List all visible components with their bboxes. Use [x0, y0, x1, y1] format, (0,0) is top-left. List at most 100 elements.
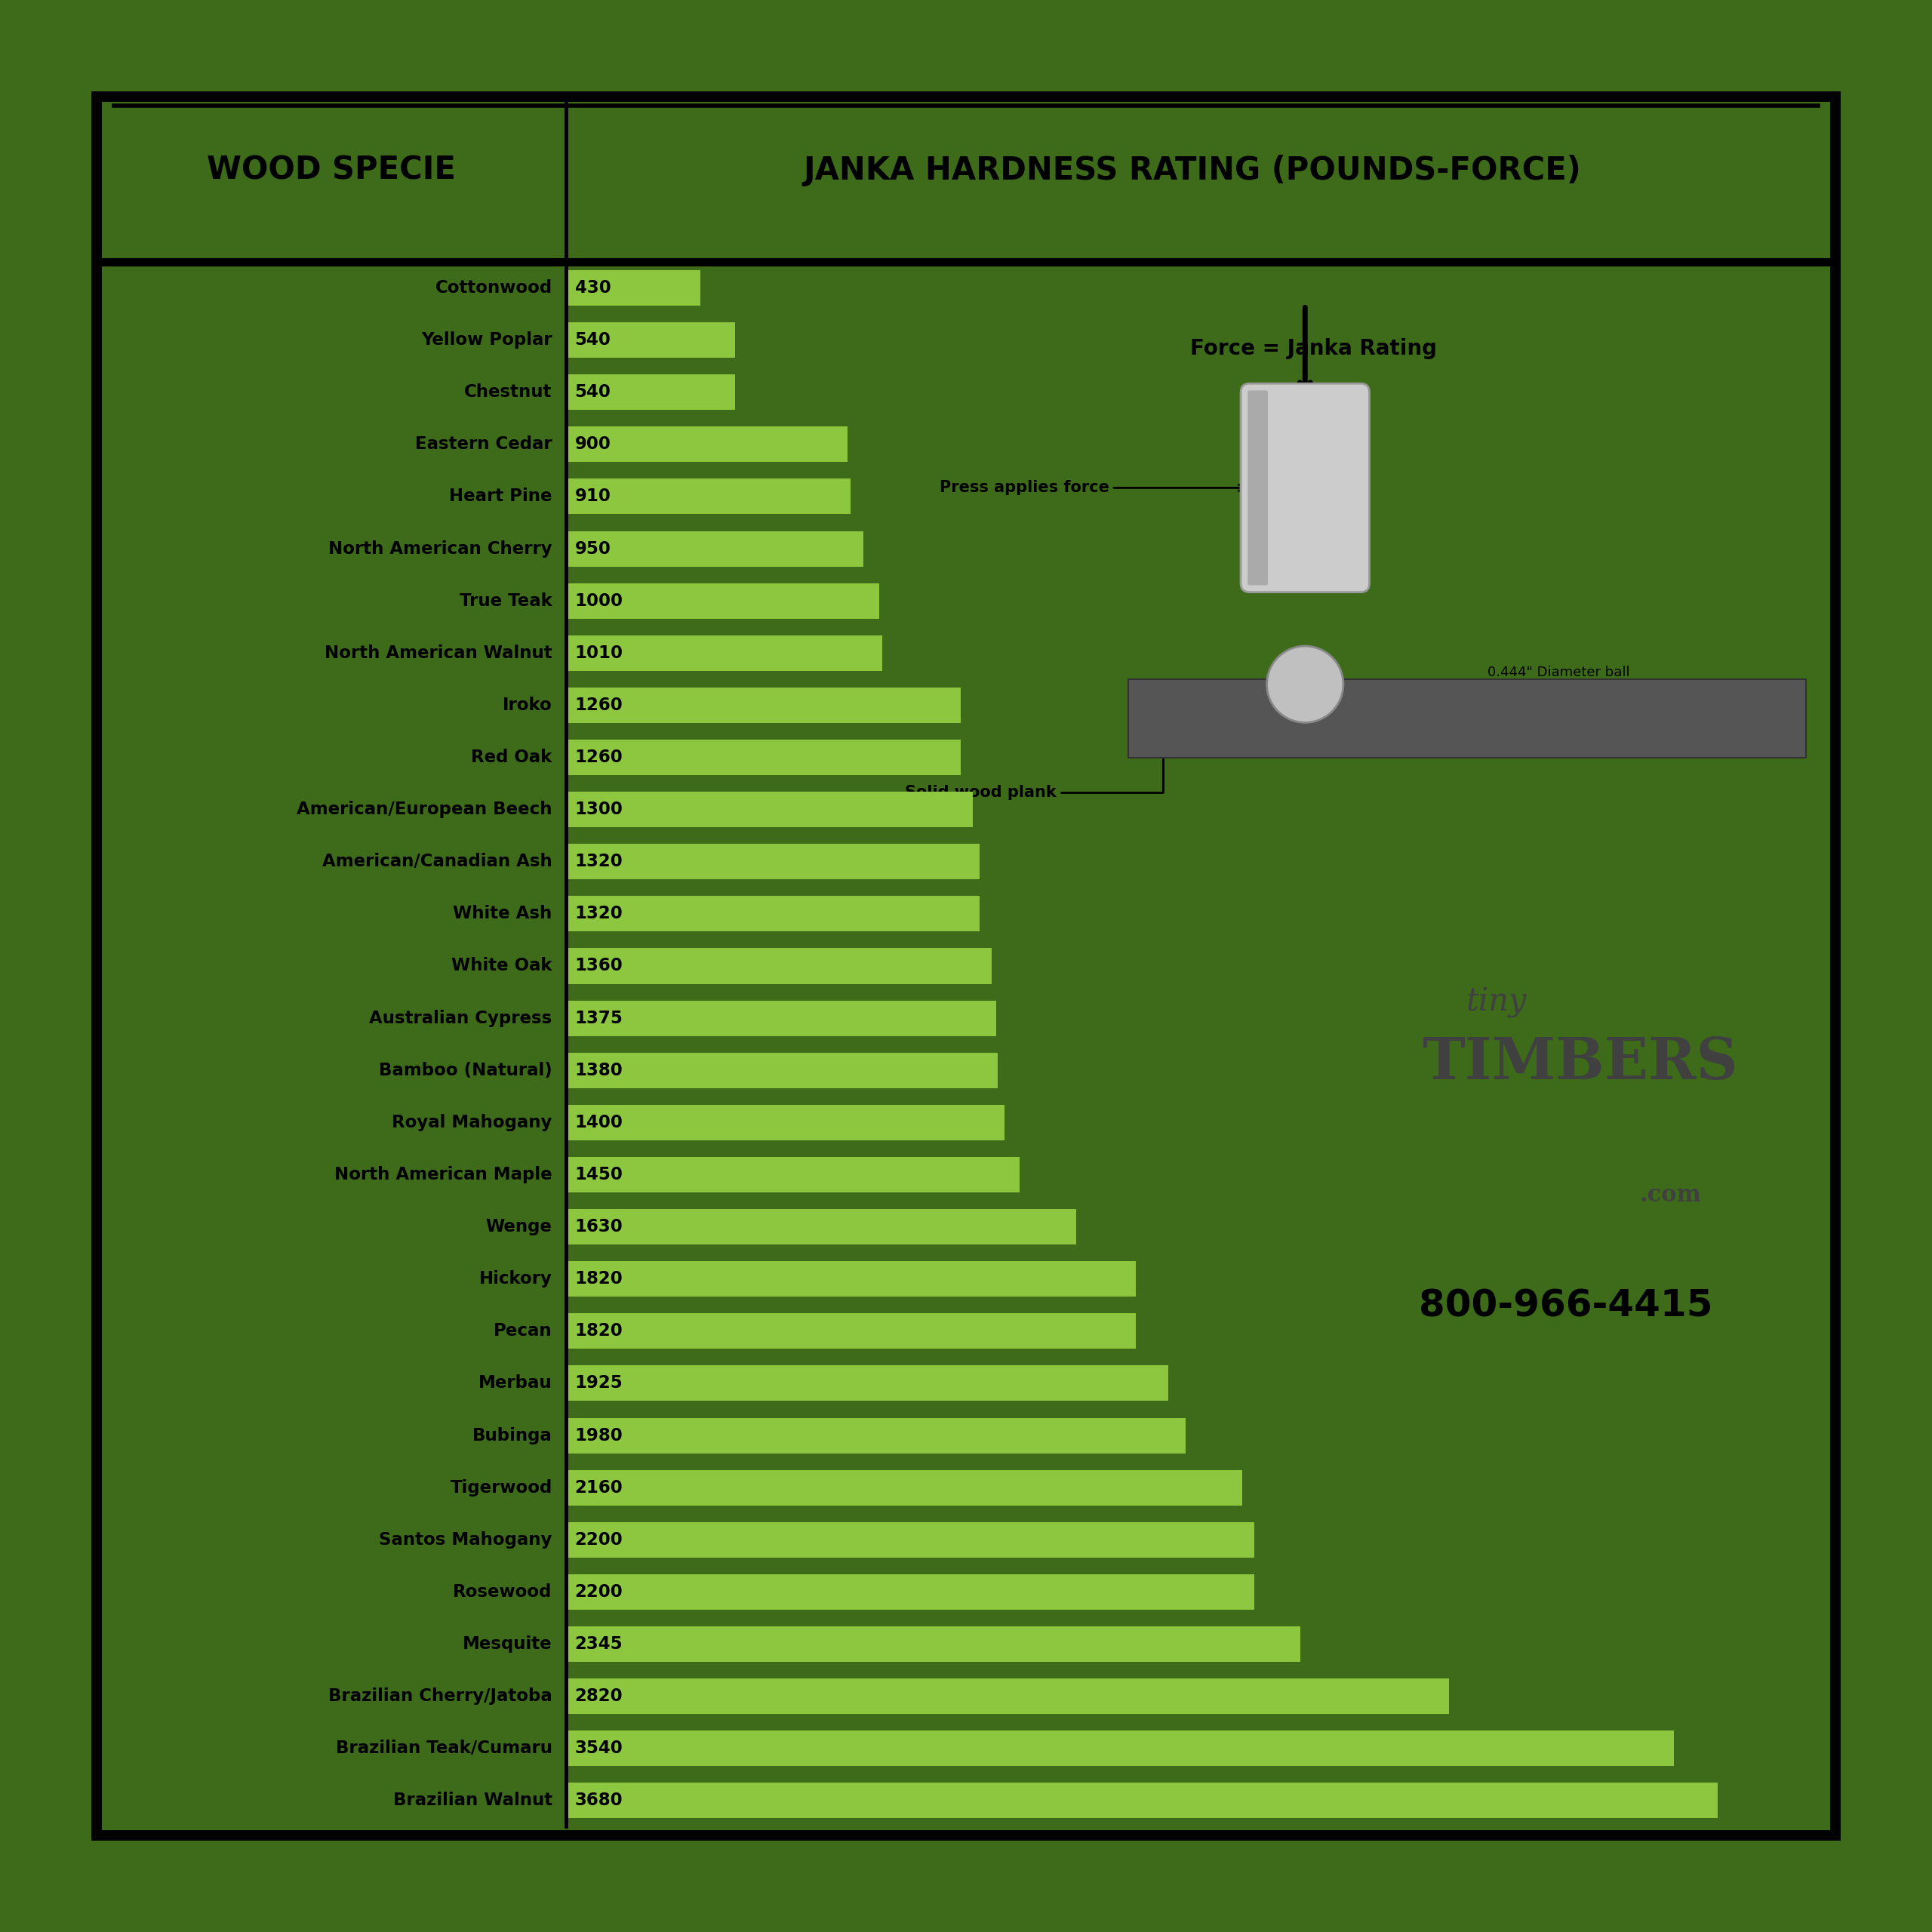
Text: Rosewood: Rosewood: [452, 1584, 553, 1600]
Text: White Ash: White Ash: [454, 906, 553, 922]
Bar: [566, 1157, 1020, 1192]
Text: Tigerwood: Tigerwood: [450, 1480, 553, 1495]
Text: Chestnut: Chestnut: [464, 384, 553, 400]
Bar: [566, 1209, 1076, 1244]
Bar: [566, 1679, 1449, 1714]
Text: TIMBERS: TIMBERS: [1422, 1036, 1737, 1092]
FancyBboxPatch shape: [1240, 383, 1370, 591]
Text: .com: .com: [1640, 1182, 1700, 1208]
Text: North American Maple: North American Maple: [334, 1167, 553, 1182]
Text: 1010: 1010: [576, 645, 622, 661]
Text: True Teak: True Teak: [460, 593, 553, 609]
Text: Yellow Poplar: Yellow Poplar: [421, 332, 553, 348]
Text: 3680: 3680: [576, 1793, 622, 1808]
Text: WOOD SPECIE: WOOD SPECIE: [207, 155, 456, 185]
Text: 0.444" Diameter ball
pressed halfway into
wood plank: 0.444" Diameter ball pressed halfway int…: [1488, 665, 1631, 711]
Text: Santos Mahogany: Santos Mahogany: [379, 1532, 553, 1548]
Ellipse shape: [1267, 645, 1343, 723]
Bar: [566, 1001, 997, 1036]
Text: 1360: 1360: [576, 958, 622, 974]
Text: 540: 540: [576, 332, 611, 348]
Text: Brazilian Teak/Cumaru: Brazilian Teak/Cumaru: [336, 1741, 553, 1756]
Text: Wenge: Wenge: [485, 1219, 553, 1235]
Text: 2200: 2200: [576, 1532, 622, 1548]
Text: 3540: 3540: [576, 1741, 622, 1756]
Bar: [566, 1522, 1254, 1557]
Text: Hickory: Hickory: [479, 1271, 553, 1287]
Text: 1260: 1260: [576, 697, 622, 713]
Text: 2345: 2345: [576, 1636, 622, 1652]
Text: 1300: 1300: [576, 802, 622, 817]
Text: North American Walnut: North American Walnut: [325, 645, 553, 661]
Bar: [566, 583, 879, 618]
Text: Solid wood plank: Solid wood plank: [906, 723, 1167, 800]
Text: Bubinga: Bubinga: [471, 1428, 553, 1443]
Bar: [566, 1731, 1673, 1766]
Text: Brazilian Walnut: Brazilian Walnut: [392, 1793, 553, 1808]
Bar: [566, 896, 980, 931]
Text: 900: 900: [576, 437, 611, 452]
Bar: [566, 1627, 1300, 1662]
Text: 540: 540: [576, 384, 611, 400]
Bar: [566, 270, 701, 305]
Bar: [566, 323, 734, 357]
Bar: [566, 1314, 1136, 1349]
Text: 1400: 1400: [576, 1115, 622, 1130]
Bar: [566, 479, 850, 514]
Text: 1820: 1820: [576, 1323, 622, 1339]
Text: Iroko: Iroko: [502, 697, 553, 713]
Bar: [566, 1470, 1242, 1505]
Text: 1380: 1380: [576, 1063, 622, 1078]
Text: Royal Mahogany: Royal Mahogany: [392, 1115, 553, 1130]
Bar: [566, 1262, 1136, 1296]
Text: Press applies force: Press applies force: [941, 481, 1244, 495]
Text: Pecan: Pecan: [493, 1323, 553, 1339]
Text: 950: 950: [576, 541, 611, 556]
Text: Cottonwood: Cottonwood: [435, 280, 553, 296]
Text: Heart Pine: Heart Pine: [448, 489, 553, 504]
Bar: [566, 949, 991, 983]
Bar: [1128, 680, 1806, 757]
Text: 1980: 1980: [576, 1428, 622, 1443]
Bar: [566, 792, 974, 827]
Text: Bamboo (Natural): Bamboo (Natural): [379, 1063, 553, 1078]
Text: Force = Janka Rating: Force = Janka Rating: [1190, 338, 1437, 359]
Text: North American Cherry: North American Cherry: [328, 541, 553, 556]
Text: 1820: 1820: [576, 1271, 622, 1287]
Text: White Oak: White Oak: [452, 958, 553, 974]
Text: 2200: 2200: [576, 1584, 622, 1600]
Text: Brazilian Cherry/Jatoba: Brazilian Cherry/Jatoba: [328, 1689, 553, 1704]
Text: tiny: tiny: [1466, 987, 1526, 1018]
Bar: [566, 531, 864, 566]
Text: 1000: 1000: [576, 593, 622, 609]
Bar: [566, 1053, 999, 1088]
Text: Red Oak: Red Oak: [471, 750, 553, 765]
Text: 1320: 1320: [576, 854, 622, 869]
Text: 1630: 1630: [576, 1219, 622, 1235]
Bar: [566, 1783, 1718, 1818]
Bar: [566, 844, 980, 879]
Text: 2160: 2160: [576, 1480, 622, 1495]
Text: 910: 910: [576, 489, 611, 504]
Bar: [566, 688, 960, 723]
Bar: [566, 636, 883, 670]
Bar: [566, 1575, 1254, 1609]
Bar: [566, 427, 848, 462]
Bar: [566, 1105, 1005, 1140]
Text: American/European Beech: American/European Beech: [298, 802, 553, 817]
Text: 1320: 1320: [576, 906, 622, 922]
Text: 1925: 1925: [576, 1376, 622, 1391]
Bar: [566, 1418, 1186, 1453]
Text: 1450: 1450: [576, 1167, 622, 1182]
Text: 1260: 1260: [576, 750, 622, 765]
Text: JANKA HARDNESS RATING (POUNDS-FORCE): JANKA HARDNESS RATING (POUNDS-FORCE): [804, 155, 1580, 185]
Text: 1375: 1375: [576, 1010, 622, 1026]
Text: Mesquite: Mesquite: [462, 1636, 553, 1652]
Text: 800-966-4415: 800-966-4415: [1418, 1289, 1714, 1323]
Text: American/Canadian Ash: American/Canadian Ash: [323, 854, 553, 869]
Text: 430: 430: [576, 280, 611, 296]
FancyBboxPatch shape: [1248, 390, 1267, 585]
Bar: [566, 740, 960, 775]
Bar: [566, 375, 734, 410]
Text: Australian Cypress: Australian Cypress: [369, 1010, 553, 1026]
